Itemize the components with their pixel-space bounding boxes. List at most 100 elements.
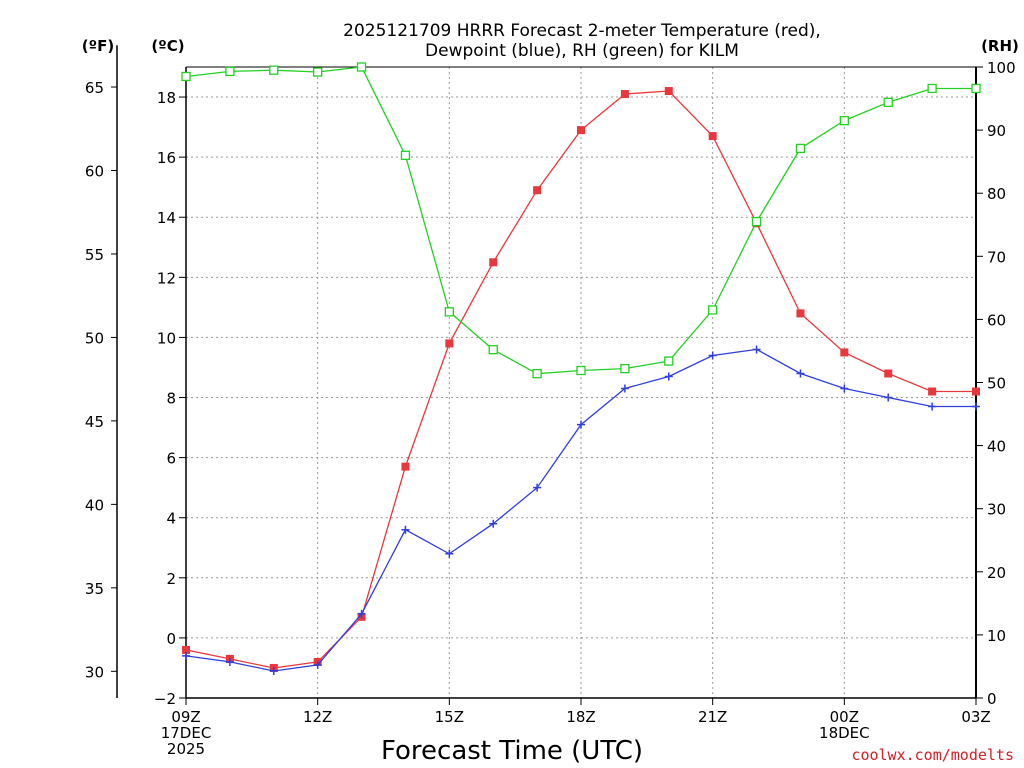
f-tick-label: 35 (85, 580, 104, 598)
c-tick-label: 8 (166, 390, 176, 408)
chart-title: 2025121709 HRRR Forecast 2-meter Tempera… (343, 21, 821, 61)
rh-tick-label: 30 (987, 501, 1006, 519)
dewpoint-point (357, 609, 366, 618)
chart-title-line-1: 2025121709 HRRR Forecast 2-meter Tempera… (343, 21, 821, 41)
chart-title-line-2: Dewpoint (blue), RH (green) for KILM (425, 41, 739, 61)
dewpoint-point (840, 384, 849, 393)
rh-point (488, 345, 498, 355)
rh-point (971, 83, 981, 94)
series-temperature (182, 87, 980, 672)
dewpoint-point (269, 666, 278, 675)
c-tick-label: 16 (157, 149, 176, 167)
x-tick-label: 2025 (167, 740, 205, 758)
rh-tick-label: 0 (987, 690, 997, 708)
rh-tick-label: 20 (987, 564, 1006, 582)
rh-point (795, 143, 806, 154)
temperature-point (620, 90, 629, 99)
rh-tick-label: 60 (987, 311, 1006, 329)
rh-point (883, 97, 893, 107)
x-tick-label: 17DEC (161, 724, 212, 742)
x-tick-label: 03Z (961, 708, 990, 726)
rh-point (269, 65, 279, 75)
dewpoint-point (313, 660, 322, 669)
temperature-point (664, 87, 673, 96)
temperature-point (840, 348, 849, 357)
f-tick-label: 50 (85, 329, 104, 347)
f-tick-label: 30 (85, 663, 104, 681)
dewpoint-point (445, 549, 454, 558)
rh-point (356, 62, 367, 72)
temperature-point (533, 186, 542, 195)
temperature-point (884, 369, 893, 378)
dewpoint-point (884, 393, 893, 402)
x-tick-label: 18DEC (819, 724, 870, 742)
x-tick-label: 18Z (566, 708, 595, 726)
dewpoint-point (225, 657, 234, 666)
temperature-point (577, 126, 585, 135)
x-tick-label: 15Z (435, 708, 464, 726)
rh-point (444, 307, 454, 317)
rh-tick-label: 10 (987, 627, 1006, 645)
dewpoint-point (401, 525, 410, 534)
rh-point (620, 363, 630, 374)
x-axis-label: Forecast Time (UTC) (381, 736, 643, 766)
f-tick-label: 55 (85, 246, 104, 264)
c-tick-label: 4 (166, 510, 176, 528)
x-tick-label: 21Z (698, 708, 727, 726)
c-tick-label: 6 (166, 450, 176, 468)
x-tick-label: 09Z (171, 708, 200, 726)
dewpoint-point (972, 402, 980, 411)
rh-axis-unit: (RH) (981, 37, 1019, 55)
f-tick-label: 45 (85, 413, 104, 431)
temperature-point (489, 258, 498, 267)
temperature-point (445, 339, 454, 348)
series-dewpoint (182, 345, 980, 675)
rh-point (708, 305, 718, 315)
axes (111, 45, 983, 705)
f-tick-label: 60 (85, 162, 104, 180)
dewpoint-point (533, 483, 542, 492)
f-tick-label: 65 (85, 79, 104, 97)
c-tick-label: −2 (154, 690, 176, 708)
rh-point (751, 216, 762, 227)
rh-point (181, 71, 191, 82)
temperature-point (401, 462, 410, 471)
dewpoint-point (708, 351, 717, 360)
c-tick-label: 14 (157, 209, 176, 227)
temperature-point (972, 387, 980, 396)
dewpoint-point (796, 369, 805, 378)
temperature-point (928, 387, 937, 396)
dewpoint-point (182, 651, 190, 660)
rh-point (532, 369, 542, 379)
dewpoint-point (752, 345, 761, 354)
fahrenheit-axis-unit: (ºF) (82, 37, 114, 55)
gridlines (186, 67, 976, 698)
c-tick-label: 12 (157, 269, 176, 287)
x-tick-label: 12Z (303, 708, 332, 726)
dewpoint-point (577, 420, 585, 429)
rh-tick-label: 40 (987, 438, 1006, 456)
temperature-point (708, 132, 717, 141)
series-rh (181, 62, 981, 379)
rh-tick-label: 80 (987, 185, 1006, 203)
rh-point (927, 83, 937, 94)
temperature-point (796, 309, 805, 318)
rh-tick-label: 90 (987, 122, 1006, 140)
rh-point (313, 67, 323, 77)
celsius-axis-unit: (ºC) (151, 37, 184, 55)
rh-point (576, 365, 586, 376)
temperature-point (182, 645, 190, 654)
x-tick-label: 00Z (830, 708, 859, 726)
rh-point (664, 356, 674, 366)
c-tick-label: 2 (166, 570, 176, 588)
rh-tick-label: 100 (987, 59, 1016, 77)
c-tick-label: 10 (157, 329, 176, 347)
dewpoint-point (928, 402, 937, 411)
rh-point (839, 115, 849, 126)
dewpoint-point (620, 384, 629, 393)
rh-point (400, 150, 411, 160)
tick-labels: −2 0 2 4 6 8 10 12 14 16 18 30 35 40 45 50 55 60 65 0 10 20 30… (85, 59, 1016, 758)
dewpoint-point (489, 519, 498, 528)
credit-link[interactable]: coolwx.com/modelts (851, 746, 1014, 764)
